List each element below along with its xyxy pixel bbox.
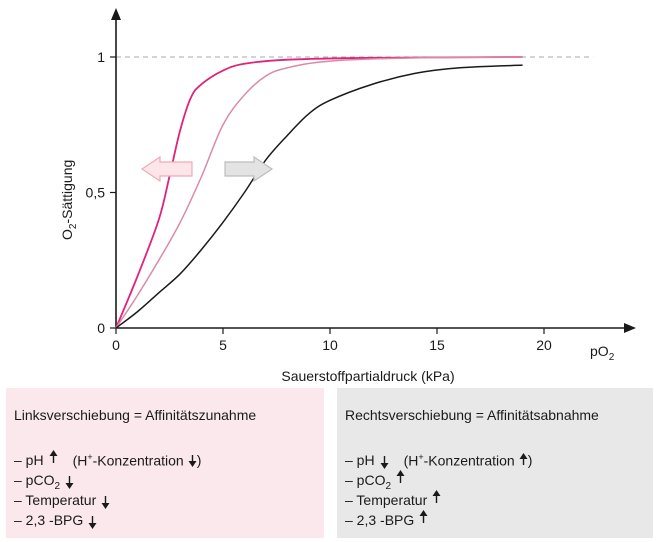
right-shift-title: Rechtsverschiebung = Affinitätsabnahme <box>345 407 599 423</box>
left-shift-row-label: – pCO2 <box>14 472 61 492</box>
left-shift-row: – pCO2 <box>14 472 74 492</box>
left-shift-arrow-shape <box>140 155 193 183</box>
x-tick-label: 5 <box>219 337 227 353</box>
right-shift-h-concentration-label: (H+-Konzentration <box>403 452 515 469</box>
x-tick-label: 10 <box>322 337 338 353</box>
right-shift-row: – Temperatur <box>345 490 441 508</box>
right-shift-arrow-shape <box>224 155 274 183</box>
x-tick-label: 15 <box>429 337 445 353</box>
right-shift-row-label: – Temperatur <box>345 492 428 508</box>
left-shift-h-concentration-label: (H+-Konzentration <box>72 452 184 469</box>
right-shift-arrow <box>224 155 274 183</box>
right-shift-row: – 2,3 -BPG <box>345 510 428 528</box>
arrow-up-icon <box>419 510 428 523</box>
arrow-down-icon <box>88 516 97 529</box>
right-shift-row: – pCO2 <box>345 470 405 492</box>
y-tick-label: 0 <box>97 320 105 336</box>
curve-normal <box>115 64 523 329</box>
right-shift-row-label: – pCO2 <box>345 472 392 492</box>
right-shift-box: Rechtsverschiebung = Affinitätsabnahme –… <box>337 388 653 538</box>
x-tick-label: 0 <box>112 337 120 353</box>
left-shift-row: – 2,3 -BPG <box>14 512 97 529</box>
right-shift-row-label: – pH <box>345 452 375 468</box>
left-shift-arrow <box>140 155 193 183</box>
y-axis-label: O2-Sättigung <box>59 160 79 240</box>
x-axis-label: Sauerstoffpartialdruck (kPa) <box>281 368 454 384</box>
arrow-down-icon <box>380 456 389 469</box>
y-axis-arrowhead <box>111 8 121 20</box>
left-shift-title: Linksverschiebung = Affinitätszunahme <box>14 407 257 423</box>
left-shift-row: – Temperatur <box>14 492 110 509</box>
arrow-down-icon <box>101 496 110 509</box>
right-shift-row: – pH (H+-Konzentration) <box>345 452 533 469</box>
left-shift-box: Linksverschiebung = Affinitätszunahme – … <box>6 388 324 538</box>
x-tick-label: 20 <box>536 337 552 353</box>
curve-left-shift-strong <box>115 56 523 329</box>
y-tick-label: 0,5 <box>86 185 106 201</box>
arrow-up-icon <box>49 450 58 463</box>
arrow-down-icon <box>65 476 74 489</box>
arrow-up-icon <box>432 490 441 503</box>
arrow-up-icon <box>396 470 405 483</box>
left-shift-row-label: – 2,3 -BPG <box>14 512 84 528</box>
curve-left-shift-mild <box>115 56 523 329</box>
x-axis-end-label: pO2 <box>590 343 615 363</box>
left-shift-row-label: – Temperatur <box>14 492 97 508</box>
arrow-down-icon <box>188 455 197 467</box>
left-shift-row-label: – pH <box>14 452 44 468</box>
left-shift-row: – pH (H+-Konzentration) <box>14 450 202 469</box>
y-tick-label: 1 <box>97 49 105 65</box>
right-shift-row-label: – 2,3 -BPG <box>345 512 415 528</box>
oxygen-dissociation-chart: 0 5 10 15 20 0 0,5 1 O2-Sättigung Sauerstoffpar… <box>59 8 636 384</box>
arrow-up-icon <box>519 453 528 465</box>
x-axis-arrowhead <box>624 323 636 333</box>
